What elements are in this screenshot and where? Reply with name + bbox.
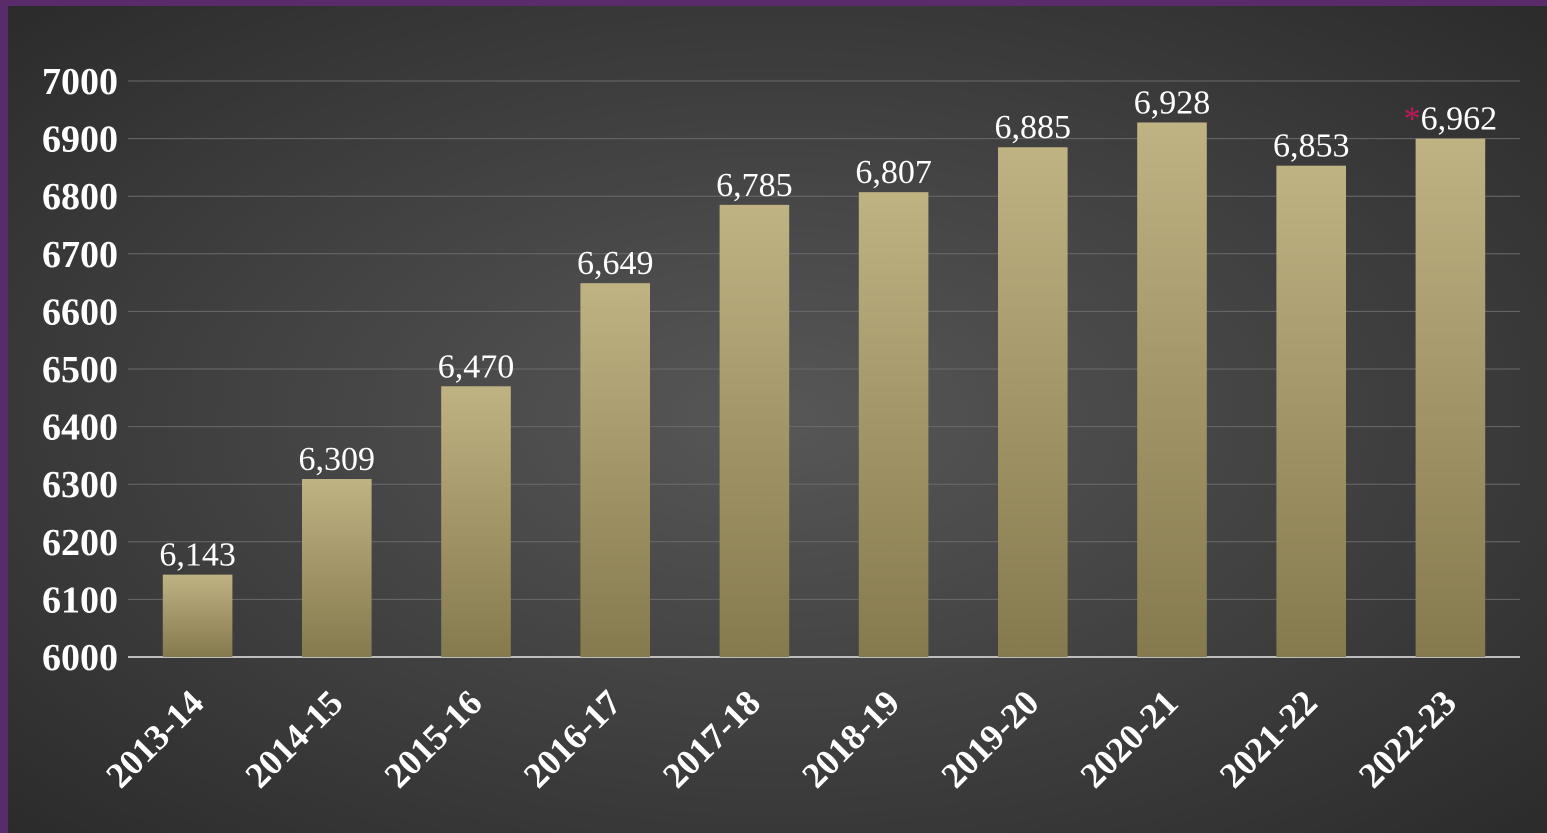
data-label: 6,928	[1134, 84, 1211, 121]
x-tick-label: 2015-16	[377, 682, 490, 795]
y-tick-label: 6300	[42, 464, 118, 506]
y-tick-label: 6100	[42, 579, 118, 621]
y-tick-label: 6900	[42, 119, 118, 161]
x-tick-label: 2016-17	[516, 682, 629, 795]
y-tick-label: 6700	[42, 234, 118, 276]
bar	[163, 575, 233, 657]
bar	[998, 147, 1068, 657]
bar-chart: 6,143 6,309 6,470 6,649 6,785 6,807 6,885 6,928…	[8, 6, 1547, 833]
y-tick-label: 6800	[42, 176, 118, 218]
bar	[1416, 139, 1486, 657]
x-tick-label: 2022-23	[1351, 682, 1464, 795]
x-tick-label: 2013-14	[98, 682, 211, 795]
asterisk-marker: *	[1404, 101, 1421, 138]
bar	[441, 386, 511, 657]
x-axis-ticks: 2013-14 2014-15 2015-16 2016-17 2017-18 2018-…	[98, 682, 1464, 795]
bar	[1137, 122, 1207, 657]
x-tick-label: 2014-15	[237, 682, 350, 795]
data-label: 6,649	[577, 245, 654, 282]
bar	[580, 283, 650, 657]
data-label: 6,309	[299, 441, 376, 478]
data-label: 6,470	[438, 348, 515, 385]
data-label: 6,807	[855, 154, 932, 191]
x-tick-label: 2017-18	[655, 682, 768, 795]
y-tick-label: 6200	[42, 522, 118, 564]
bar	[302, 479, 372, 657]
data-label: 6,853	[1273, 128, 1350, 165]
y-tick-label: 6600	[42, 291, 118, 333]
x-tick-label: 2019-20	[933, 682, 1046, 795]
x-tick-label: 2020-21	[1073, 682, 1186, 795]
x-tick-label: 2021-22	[1212, 682, 1325, 795]
bar	[720, 205, 790, 657]
data-label: *6,962	[1404, 101, 1498, 138]
y-tick-label: 6500	[42, 349, 118, 391]
chart-frame: 6,143 6,309 6,470 6,649 6,785 6,807 6,885 6,928…	[8, 6, 1547, 833]
data-label: 6,143	[159, 537, 236, 574]
data-label: 6,885	[995, 109, 1072, 146]
bars	[163, 122, 1485, 657]
y-tick-label: 6000	[42, 637, 118, 679]
data-label: 6,785	[716, 167, 793, 204]
bar	[1276, 166, 1346, 657]
bar	[859, 192, 929, 657]
y-tick-label: 7000	[42, 61, 118, 103]
x-tick-label: 2018-19	[794, 682, 907, 795]
y-tick-label: 6400	[42, 407, 118, 449]
y-axis-ticks: 6000 6100 6200 6300 6400 6500 6600 6700 6800 6900…	[42, 61, 118, 679]
